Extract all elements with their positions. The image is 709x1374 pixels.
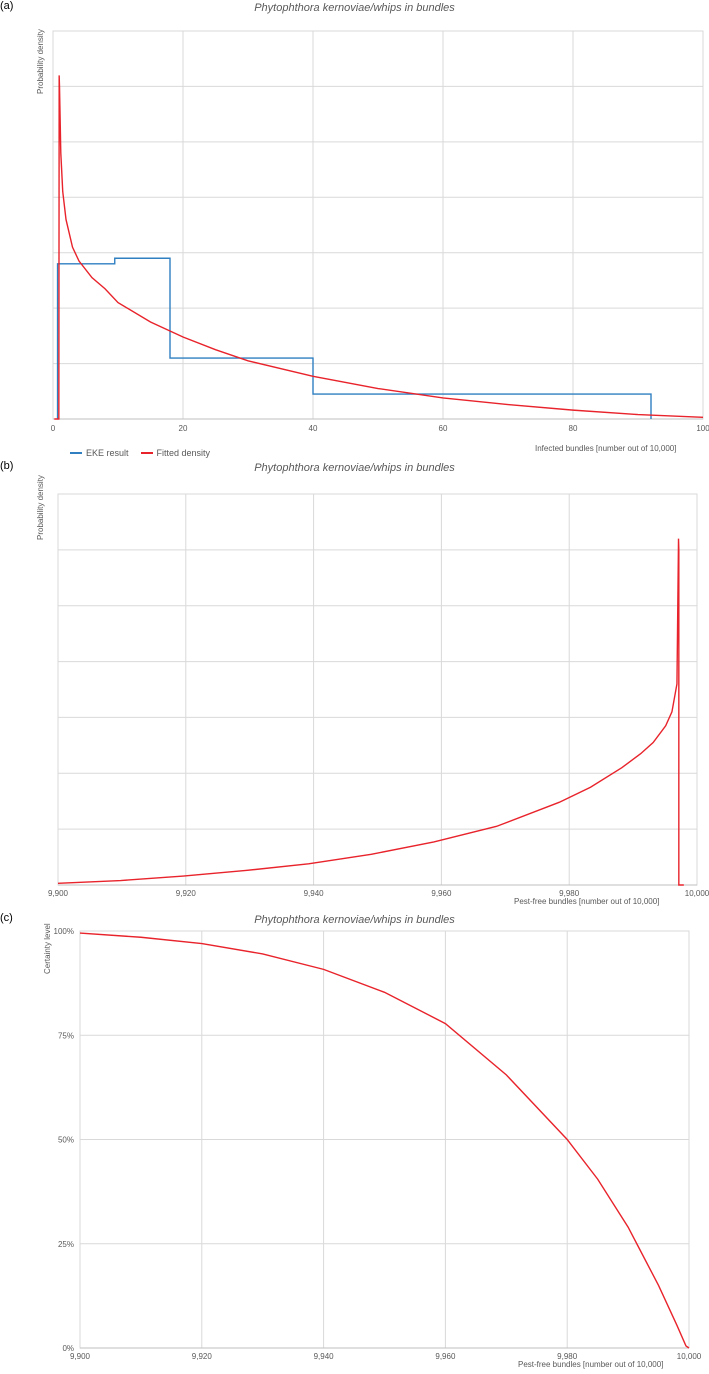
x-tick-label: 9,900 [48, 889, 69, 898]
x-tick-label: 40 [309, 424, 318, 433]
panel-label-b: (b) [0, 460, 14, 472]
y-axis-label-b: Probability density [36, 475, 45, 540]
legend-swatch-eke [70, 452, 82, 454]
chart-panel-c: (c) Phytophthora kernoviae/whips in bund… [0, 912, 709, 1374]
chart-panel-a: (a) Phytophthora kernoviae/whips in bund… [0, 0, 709, 460]
legend-item-eke: EKE result [70, 448, 129, 458]
x-tick-label: 0 [51, 424, 56, 433]
x-tick-label: 9,940 [314, 1352, 335, 1361]
legend-label-eke: EKE result [86, 448, 129, 458]
x-axis-label-c: Pest-free bundles [number out of 10,000] [518, 1360, 664, 1369]
chart-svg-c: 9,900 9,920 9,940 9,960 9,980 10,000 0% 25% 50% 7… [54, 927, 702, 1361]
legend-label-fitted: Fitted density [156, 448, 211, 458]
x-axis-label-b: Pest-free bundles [number out of 10,000] [514, 897, 660, 906]
x-tick-label: 9,980 [559, 889, 580, 898]
chart-panel-b: (b) Phytophthora kernoviae/whips in bund… [0, 460, 709, 912]
legend-swatch-fitted [140, 452, 153, 454]
chart-svg-a: 0 20 40 60 80 100 [51, 30, 709, 433]
x-tick-label: 100 [696, 424, 709, 433]
chart-svg-b: 9,900 9,920 9,940 9,960 9,980 10,000 [48, 493, 709, 898]
plot-area [57, 493, 698, 886]
y-axis-label-a: Probability density [36, 29, 45, 94]
x-tick-label: 9,960 [431, 889, 452, 898]
legend-item-fitted: Fitted density [140, 448, 211, 458]
x-tick-label: 60 [439, 424, 448, 433]
y-tick-label: 0% [62, 1344, 74, 1353]
eke-result-series [56, 257, 652, 419]
x-tick-label: 9,980 [557, 1352, 578, 1361]
y-tick-label: 75% [58, 1031, 74, 1040]
x-tick-label: 9,920 [192, 1352, 213, 1361]
panel-label-c: (c) [0, 912, 13, 924]
legend-a: EKE result Fitted density [70, 448, 210, 458]
chart-title-c: Phytophthora kernoviae/whips in bundles [254, 914, 455, 926]
y-tick-label: 25% [58, 1240, 74, 1249]
x-tick-label: 9,960 [435, 1352, 456, 1361]
x-tick-label: 9,900 [70, 1352, 91, 1361]
y-tick-label: 50% [58, 1136, 74, 1145]
y-tick-label: 100% [54, 927, 74, 936]
x-tick-label: 20 [179, 424, 188, 433]
x-tick-label: 9,940 [304, 889, 325, 898]
x-tick-label: 80 [569, 424, 578, 433]
x-tick-label: 10,000 [677, 1352, 702, 1361]
x-tick-label: 9,920 [176, 889, 197, 898]
chart-title-a: Phytophthora kernoviae/whips in bundles [254, 2, 455, 14]
x-axis-label-a: Infected bundles [number out of 10,000] [535, 444, 677, 453]
panel-label-a: (a) [0, 0, 14, 12]
fitted-density-series [57, 538, 684, 886]
fitted-density-series [54, 75, 704, 420]
fitted-density-series [79, 932, 690, 1349]
chart-title-b: Phytophthora kernoviae/whips in bundles [254, 462, 455, 474]
x-tick-label: 10,000 [685, 889, 709, 898]
plot-area [52, 30, 704, 420]
y-axis-label-c: Certainty level [43, 923, 52, 974]
